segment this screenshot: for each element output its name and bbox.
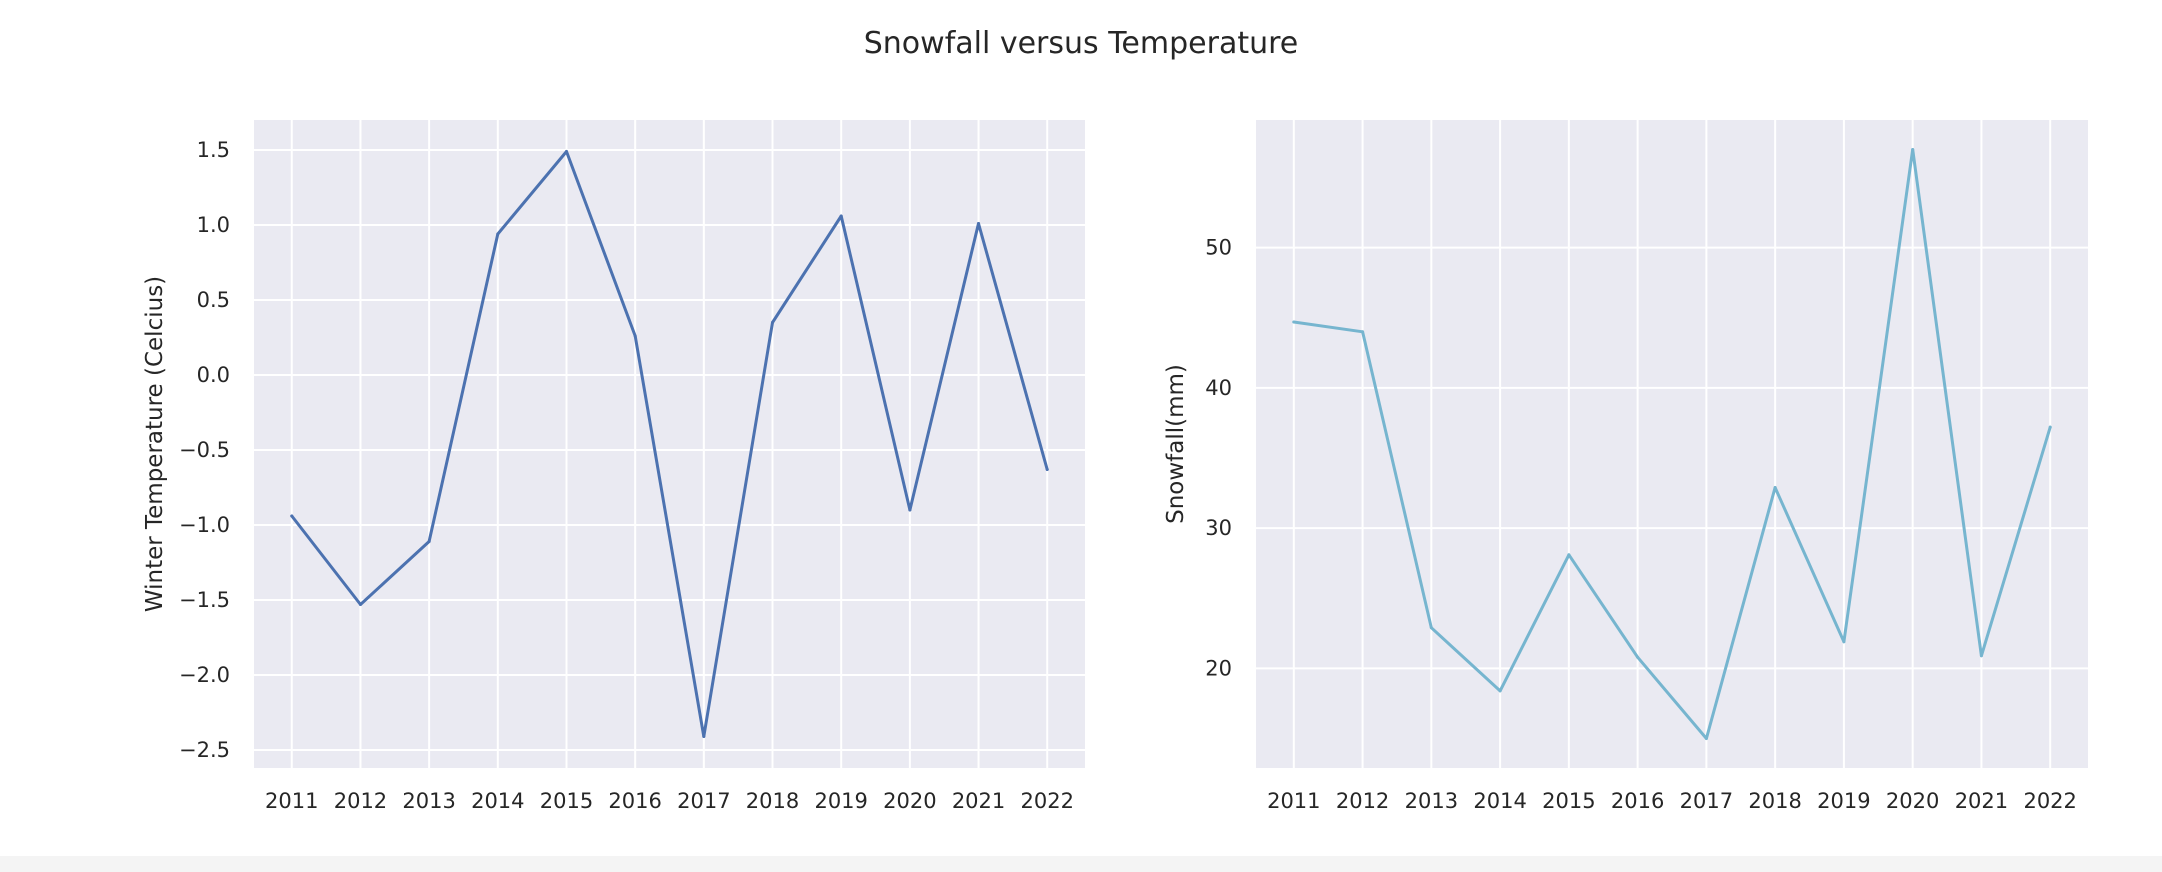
snow-x-tick-label: 2013 xyxy=(1405,789,1458,813)
temp-x-tick-label: 2015 xyxy=(540,789,593,813)
temp-data-point xyxy=(358,603,362,606)
temp-data-point xyxy=(633,334,637,338)
temp-y-tick-label: −2.0 xyxy=(179,663,230,687)
temp-data-point xyxy=(839,214,843,218)
snow-data-point xyxy=(1429,626,1433,630)
temp-data-point xyxy=(771,321,775,324)
temp-x-tick-label: 2022 xyxy=(1021,789,1074,813)
temp-y-tick-label: 1.0 xyxy=(197,213,230,237)
snow-data-point xyxy=(1636,655,1640,659)
snow-y-axis-label: Snowfall(mm) xyxy=(1163,364,1189,524)
temp-x-tick-label: 2019 xyxy=(814,789,867,813)
figure-title: Snowfall versus Temperature xyxy=(863,26,1299,61)
temp-y-tick-label: −2.5 xyxy=(179,738,230,762)
temp-data-point xyxy=(290,514,294,518)
temp-y-tick-label: −1.5 xyxy=(179,588,230,612)
temp-x-tick-label: 2018 xyxy=(746,789,799,813)
snow-data-point xyxy=(1292,320,1296,324)
snow-x-tick-label: 2012 xyxy=(1336,789,1389,813)
temp-y-tick-label: 0.5 xyxy=(197,288,230,312)
temp-x-tick-label: 2013 xyxy=(402,789,455,813)
snow-data-point xyxy=(1704,737,1708,741)
snow-x-tick-label: 2022 xyxy=(2023,789,2076,813)
temp-y-tick-label: −0.5 xyxy=(179,438,230,462)
snow-x-tick-label: 2014 xyxy=(1473,789,1526,813)
temp-data-point xyxy=(977,222,981,225)
temp-data-point xyxy=(427,540,431,543)
snow-plot-area xyxy=(1256,120,2088,768)
snow-series-line xyxy=(1292,148,2052,740)
snow-data-point xyxy=(1361,330,1365,334)
temp-data-point xyxy=(908,508,912,512)
snow-x-tick-label: 2017 xyxy=(1680,789,1733,813)
snow-chart: 2011 2012 2013 2014 2015 2016 2017 2018 2019 2020… xyxy=(1163,120,2088,813)
temp-data-point xyxy=(564,150,568,153)
snow-data-point xyxy=(1979,654,1983,658)
temp-x-tick-label: 2016 xyxy=(608,789,661,813)
snow-data-point xyxy=(1567,553,1571,557)
temp-data-point xyxy=(1045,468,1049,471)
snow-data-point xyxy=(1842,640,1846,644)
temp-data-point xyxy=(496,232,500,236)
snow-data-point xyxy=(2048,425,2052,429)
snow-x-tick-label: 2021 xyxy=(1955,789,2008,813)
snow-x-tick-label: 2015 xyxy=(1542,789,1595,813)
snow-x-tick-label: 2018 xyxy=(1748,789,1801,813)
temp-chart: 2011 2012 2013 2014 2015 2016 2017 2018 2019 2020… xyxy=(142,120,1085,813)
temp-x-tick-label: 2021 xyxy=(952,789,1005,813)
temp-series-line xyxy=(290,150,1049,738)
snow-y-tick-label: 50 xyxy=(1205,236,1232,260)
temp-x-tick-label: 2011 xyxy=(265,789,318,813)
snow-x-tick-label: 2011 xyxy=(1267,789,1320,813)
bottom-strip xyxy=(0,856,2162,872)
temp-x-tick-label: 2020 xyxy=(883,789,936,813)
temp-plot-area xyxy=(254,120,1085,768)
temp-y-tick-label: −1.0 xyxy=(179,513,230,537)
temp-x-tick-label: 2017 xyxy=(677,789,730,813)
snow-data-point xyxy=(1773,485,1777,489)
temp-y-tick-label: 0.0 xyxy=(197,363,230,387)
snow-y-tick-label: 30 xyxy=(1205,516,1232,540)
temp-y-tick-label: 1.5 xyxy=(197,138,230,162)
snow-y-tick-label: 20 xyxy=(1205,656,1232,680)
snow-x-tick-label: 2019 xyxy=(1817,789,1870,813)
temp-y-axis-label: Winter Temperature (Celcius) xyxy=(142,276,168,612)
snow-x-tick-label: 2020 xyxy=(1886,789,1939,813)
snow-y-tick-label: 40 xyxy=(1205,376,1232,400)
snow-x-tick-label: 2016 xyxy=(1611,789,1664,813)
snow-data-point xyxy=(1911,147,1915,151)
snow-data-point xyxy=(1498,689,1502,693)
temp-x-tick-label: 2012 xyxy=(334,789,387,813)
temp-data-point xyxy=(702,735,706,738)
temp-x-tick-label: 2014 xyxy=(471,789,524,813)
